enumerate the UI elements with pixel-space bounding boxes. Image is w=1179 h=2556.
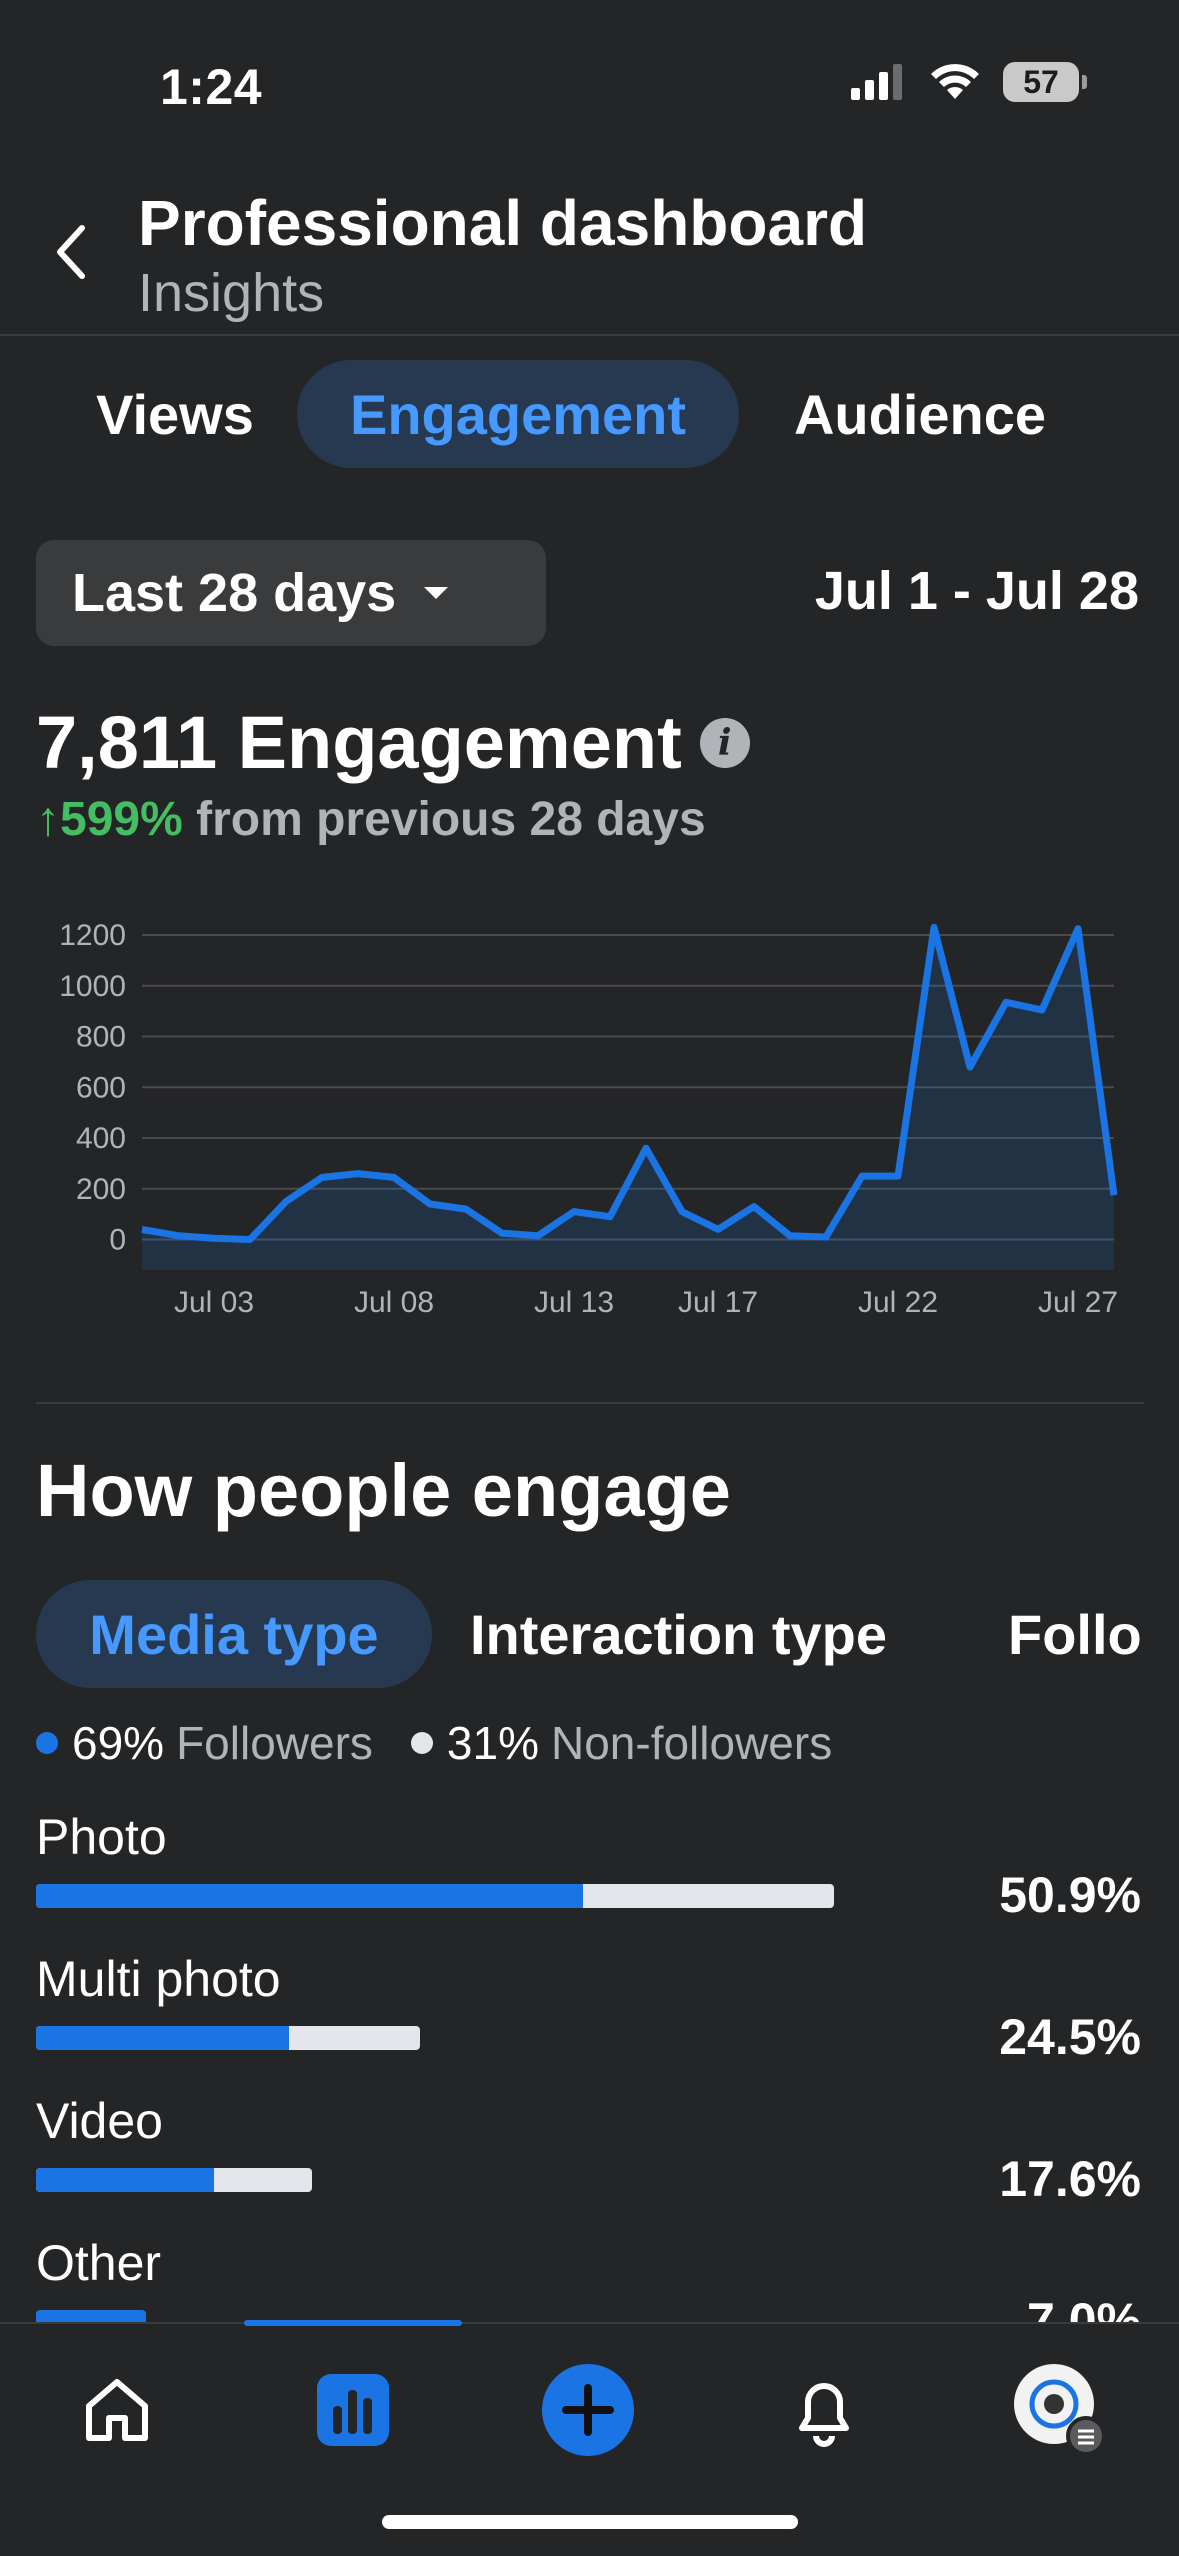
followers-percent: 69% [72, 1717, 165, 1769]
followers-label: Followers [176, 1717, 373, 1769]
x-tick-label: Jul 13 [534, 1286, 614, 1319]
header-divider [0, 334, 1179, 336]
date-range-dropdown[interactable]: Last 28 days [36, 540, 546, 646]
media-row-bar-followers [36, 1884, 584, 1908]
nonfollowers-label: Non-followers [550, 1717, 833, 1769]
media-row-percent: 24.5% [999, 2009, 1141, 2065]
battery-icon: 57 [1003, 62, 1087, 102]
media-row-percent: 50.9% [999, 1867, 1141, 1923]
date-range-label: Last 28 days [72, 563, 397, 623]
media-row-label: Video [36, 2093, 163, 2149]
wifi-icon [931, 64, 979, 99]
change-text: from previous 28 days [196, 793, 706, 846]
y-tick-label: 1200 [59, 919, 126, 952]
tab-audience[interactable]: Audience [793, 382, 1047, 446]
media-row-percent: 17.6% [999, 2151, 1141, 2207]
tab-media-type[interactable]: Media type [36, 1580, 432, 1688]
x-tick-label: Jul 03 [174, 1286, 254, 1319]
bottom-nav-divider [0, 2322, 1179, 2324]
x-tick-label: Jul 17 [678, 1286, 758, 1319]
tab-views[interactable]: Views [96, 382, 254, 446]
back-arrow-icon[interactable] [48, 222, 96, 282]
section-divider [36, 1402, 1144, 1404]
y-tick-label: 600 [76, 1071, 126, 1104]
bottom-nav-active-indicator [244, 2320, 462, 2326]
tab-interaction-type[interactable]: Interaction type [470, 1602, 887, 1666]
y-tick-label: 800 [76, 1021, 126, 1054]
nonfollowers-percent: 31% [446, 1717, 539, 1769]
info-icon[interactable]: i [699, 717, 750, 768]
x-tick-label: Jul 22 [858, 1286, 938, 1319]
y-tick-label: 400 [76, 1122, 126, 1155]
legend: 69% Followers 31% Non-followers [36, 1716, 832, 1770]
y-tick-label: 200 [76, 1173, 126, 1206]
metric-value: 7,811 Engagement [36, 701, 682, 784]
notifications-icon[interactable] [774, 2360, 874, 2460]
media-row-label: Other [36, 2235, 162, 2291]
media-row-bar-followers [36, 2168, 215, 2192]
page-title: Professional dashboard [138, 187, 868, 259]
caret-down-icon [424, 587, 449, 599]
date-range-text: Jul 1 - Jul 28 [814, 561, 1139, 621]
page-subtitle: Insights [138, 263, 325, 323]
y-tick-label: 0 [109, 1224, 126, 1257]
home-icon[interactable] [67, 2360, 167, 2460]
media-row-bar [36, 2168, 313, 2192]
metric-change: ↑599% from previous 28 days [36, 792, 706, 847]
media-row-bar [36, 2026, 420, 2050]
insights-icon[interactable] [303, 2360, 403, 2460]
media-row-label: Photo [36, 1809, 167, 1865]
chart-series-line [141, 923, 1118, 1243]
media-row-label: Multi photo [36, 1951, 281, 2007]
engagement-chart: 0 200 400 600 800 1000 1200 Jul 03 Jul 08 Jul 13… [59, 919, 1118, 1319]
tab-follow[interactable]: Follo [1008, 1602, 1142, 1666]
followers-dot [36, 1732, 58, 1754]
y-tick-label: 1000 [59, 970, 126, 1003]
profile-avatar[interactable] [1010, 2360, 1110, 2460]
x-tick-label: Jul 27 [1038, 1286, 1118, 1319]
x-tick-label: Jul 08 [354, 1286, 434, 1319]
media-row-bar [36, 1884, 834, 1908]
section-title: How people engage [36, 1449, 731, 1532]
media-row-bar-followers [36, 2026, 290, 2050]
engagement-metric: 7,811 Engagement i [36, 700, 750, 785]
create-icon[interactable] [538, 2360, 638, 2460]
signal-icon [851, 64, 902, 100]
status-icons: 57 [851, 62, 1087, 102]
nonfollowers-dot [410, 1732, 433, 1754]
chart-area [142, 927, 1114, 1270]
status-time: 1:24 [160, 59, 263, 115]
tab-engagement[interactable]: Engagement [297, 360, 739, 468]
change-percent: ↑599% [36, 793, 183, 846]
home-indicator [382, 2515, 798, 2529]
